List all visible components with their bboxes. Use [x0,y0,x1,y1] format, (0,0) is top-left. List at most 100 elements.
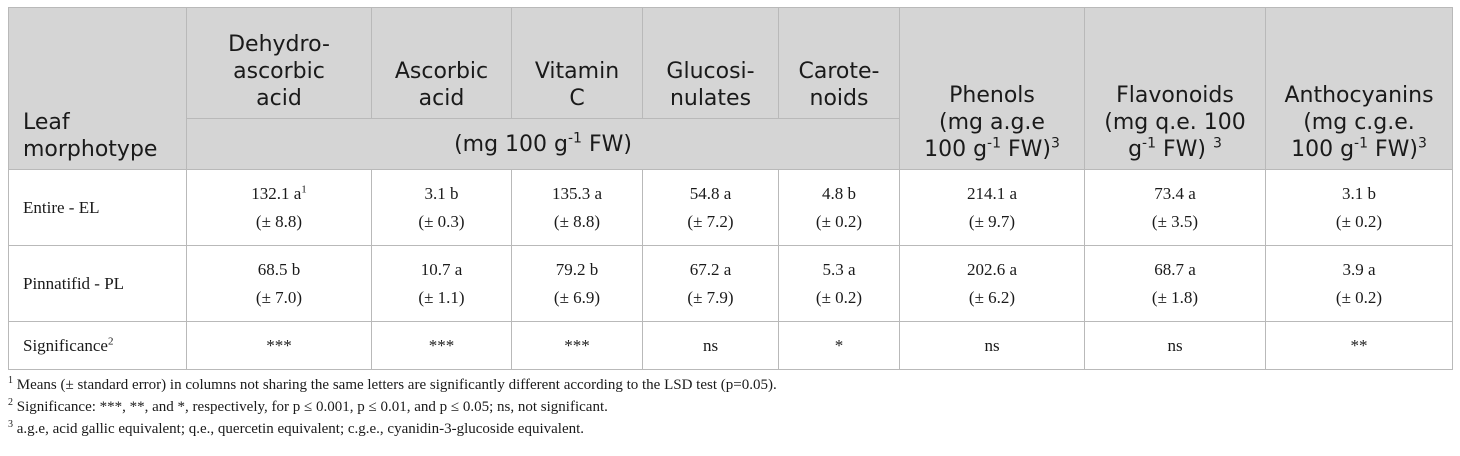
header-row-2: (mg 100 g-1 FW) [9,118,1453,170]
cell-value: 3.1 b [424,183,459,203]
header-line: (mg q.e. 100 [1104,110,1246,135]
significance-label: Significance [23,335,108,355]
cell-value: 79.2 b [555,259,599,279]
cell-value: 5.3 a [822,259,856,279]
header-line: noids [809,86,869,111]
table-cell: 132.1 a1 (± 8.8) [186,169,372,246]
cell-value: 202.6 a [966,259,1018,279]
header-line: Anthocyanins [1284,83,1434,108]
header-leaf-morphotype-label: Leaf morphotype [23,110,158,162]
table-cell: 68.5 b (± 7.0) [186,245,372,322]
header-line: Carote- [798,59,880,84]
footnote-mark: 1 [301,182,307,195]
value-text: 132.1 a [251,183,302,203]
cell-value: 67.2 a [689,259,732,279]
header-line: acid [418,86,465,111]
cell-value: 3.1 b [1342,183,1376,203]
cell-se: (± 3.5) [1151,211,1199,231]
footnote-mark: 3 [1050,135,1060,152]
footnote: 1 Means (± standard error) in columns no… [8,374,1452,396]
unit-text: 100 g [924,137,988,162]
header-phenols: Phenols (mg a.g.e 100 g-1 FW)3 [899,7,1085,170]
header-dehydroascorbic: Dehydro- ascorbic acid [186,7,372,119]
table-row: Pinnatifid - PL 68.5 b (± 7.0) 10.7 a (± 1… [8,245,1453,322]
significance-row: Significance2 *** *** *** ns * ns ns ** [8,321,1453,370]
cell-value: 73.4 a [1154,183,1196,203]
footnote-text: Significance: ***, **, and *, respective… [13,399,608,415]
significance-cell: * [778,321,900,370]
cell-se: (± 0.2) [815,287,863,307]
header-row-1: Leaf morphotype Dehydro- ascorbic acid A… [8,7,1453,170]
cell-value: 4.8 b [822,183,856,203]
footnote: 2 Significance: ***, **, and *, respecti… [8,396,1452,418]
unit-text: FW) [1368,137,1418,162]
cell-se: (± 1.8) [1151,287,1199,307]
footnote-mark: 3 [1417,135,1427,152]
header-line: 100 g-1 FW)3 [1266,136,1452,163]
cell-value: 68.7 a [1154,259,1196,279]
significance-cell: *** [371,321,512,370]
data-table: Leaf morphotype Dehydro- ascorbic acid A… [8,7,1453,370]
table-cell: 73.4 a (± 3.5) [1084,169,1266,246]
header-line: acid [256,86,302,111]
table-cell: 3.9 a (± 0.2) [1265,245,1453,322]
header-line: Dehydro- [228,32,330,57]
header-line: ascorbic [233,59,325,84]
unit-exponent: -1 [987,135,1001,152]
unit-exponent: -1 [1354,135,1368,152]
header-leaf-morphotype: Leaf morphotype [8,7,187,170]
cell-value: 54.8 a [689,183,732,203]
header-ascorbic: Ascorbic acid [371,7,512,119]
cell-value: 214.1 a [966,183,1018,203]
header-vitamin-c: Vitamin C [511,7,643,119]
row-label: Entire - EL [8,169,187,246]
cell-se: (± 0.2) [815,211,863,231]
header-line: Phenols [949,83,1035,108]
header-line: nulates [669,86,752,111]
unit-exponent: -1 [567,130,582,147]
unit-text: 100 g [1291,137,1355,162]
table-cell: 10.7 a (± 1.1) [371,245,512,322]
header-flavonoids: Flavonoids (mg q.e. 100 g-1 FW) 3 [1084,7,1266,170]
header-line: g-1 FW) 3 [1085,136,1265,163]
table-cell: 135.3 a (± 8.8) [511,169,643,246]
header-glucosinulates: Glucosi- nulates [642,7,779,119]
unit-text: FW) [1156,137,1213,162]
cell-se: (± 9.7) [968,211,1016,231]
unit-text: FW) [581,131,632,157]
significance-cell: ns [642,321,779,370]
unit-text: g [1128,137,1143,162]
footnotes: 1 Means (± standard error) in columns no… [8,374,1452,440]
cell-se: (± 6.2) [968,287,1016,307]
row-label: Significance2 [8,321,187,370]
table-row: Entire - EL 132.1 a1 (± 8.8) 3.1 b (± 0.3)… [8,169,1453,246]
table-cell: 3.1 b (± 0.3) [371,169,512,246]
cell-se: (± 7.2) [687,211,734,231]
unit-text: (mg 100 g [454,131,568,157]
table-cell: 68.7 a (± 1.8) [1084,245,1266,322]
significance-cell: ns [899,321,1085,370]
cell-value: 3.9 a [1342,259,1376,279]
table-cell: 4.8 b (± 0.2) [778,169,900,246]
cell-se: (± 8.8) [255,211,303,231]
footnote-text: a.g.e, acid gallic equivalent; q.e., que… [13,421,585,437]
footnote-text: Means (± standard error) in columns not … [13,377,777,393]
cell-se: (± 7.0) [255,287,303,307]
unit-exponent: -1 [1142,135,1157,152]
cell-value: 68.5 b [257,259,301,279]
header-line: Ascorbic [394,59,489,84]
header-carotenoids: Carote- noids [778,7,900,119]
header-line: (mg a.g.e [939,110,1045,135]
header-line: Glucosi- [666,59,755,84]
table-cell: 202.6 a (± 6.2) [899,245,1085,322]
footnote-mark: 2 [8,397,13,408]
significance-cell: *** [511,321,643,370]
table-cell: 3.1 b (± 0.2) [1265,169,1453,246]
table-cell: 67.2 a (± 7.9) [642,245,779,322]
table-container: Leaf morphotype Dehydro- ascorbic acid A… [8,7,1453,370]
cell-value: 135.3 a [551,183,603,203]
cell-value: 132.1 a1 [187,180,371,208]
header-line: 100 g-1 FW)3 [900,136,1084,163]
footnote-mark: 3 [1213,135,1222,152]
cell-se: (± 7.9) [687,287,734,307]
